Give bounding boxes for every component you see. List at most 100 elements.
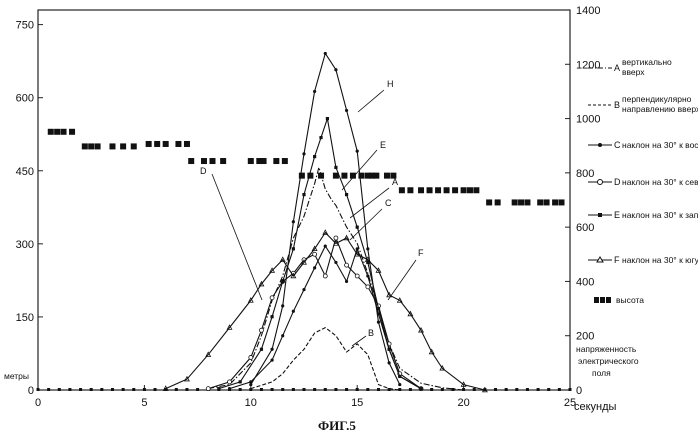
- y-right-axis-label-line3: поля: [592, 368, 611, 378]
- x-tick-label: 10: [245, 397, 257, 409]
- height-point: [82, 143, 88, 149]
- point-E: [239, 380, 242, 383]
- point-D: [355, 274, 359, 278]
- baseline-point: [345, 388, 348, 391]
- legend: AвертикальновверхBперпендикулярнонаправл…: [588, 57, 698, 305]
- y-left-tick-label: 750: [16, 20, 34, 32]
- leader-B: [352, 336, 366, 346]
- baseline-point: [537, 388, 540, 391]
- height-point: [146, 141, 152, 147]
- leader-A: [350, 188, 389, 218]
- legend-key: A: [614, 63, 620, 73]
- point-H: [398, 383, 401, 386]
- point-D: [259, 328, 263, 332]
- baseline-point: [526, 388, 529, 391]
- height-point: [201, 158, 207, 164]
- height-point: [95, 143, 101, 149]
- baseline-point: [122, 388, 125, 391]
- point-H: [388, 361, 391, 364]
- baseline-point: [132, 388, 135, 391]
- baseline-point: [281, 388, 284, 391]
- curve-label-D: D: [200, 166, 207, 176]
- point-H: [270, 348, 273, 351]
- baseline-point: [37, 388, 40, 391]
- line-F: [166, 233, 485, 390]
- series-H: [249, 52, 401, 386]
- point-E: [356, 226, 359, 229]
- height-point: [518, 199, 524, 205]
- baseline-point: [430, 388, 433, 391]
- point-H: [366, 247, 369, 250]
- height-point: [558, 199, 564, 205]
- point-H: [281, 304, 284, 307]
- baseline-point: [547, 388, 550, 391]
- figure-caption: ФИГ.5: [318, 418, 356, 433]
- height-point: [88, 143, 94, 149]
- point-D: [334, 236, 338, 240]
- height-point: [163, 141, 169, 147]
- y-left-tick-label: 450: [16, 166, 34, 178]
- legend-marker: [598, 180, 603, 185]
- height-point: [467, 187, 473, 193]
- point-H: [292, 220, 295, 223]
- y-right-axis-label-line2: электрического: [578, 356, 639, 366]
- y-right-tick-label: 0: [576, 385, 582, 397]
- y-right-tick-label: 1400: [576, 5, 600, 17]
- baseline-point: [260, 388, 263, 391]
- legend-swatch: [594, 297, 599, 303]
- baseline-point: [569, 388, 572, 391]
- baseline-point: [334, 388, 337, 391]
- legend-label: наклон на 30° к югу: [622, 255, 698, 265]
- point-E: [326, 117, 329, 120]
- height-point: [537, 199, 543, 205]
- legend-marker: [598, 143, 602, 147]
- ticks: 0510152025015030045060075002004006008001…: [16, 5, 601, 409]
- legend-key: F: [614, 255, 620, 265]
- point-E: [302, 193, 305, 196]
- point-E: [292, 247, 295, 250]
- point-C: [366, 274, 369, 277]
- height-point: [473, 187, 479, 193]
- point-C: [324, 245, 327, 248]
- height-point: [418, 187, 424, 193]
- height-point: [512, 199, 518, 205]
- baseline-point: [356, 388, 359, 391]
- baseline-point: [79, 388, 82, 391]
- point-H: [249, 383, 252, 386]
- y-right-tick-label: 1000: [576, 114, 600, 126]
- legend-key: B: [614, 100, 620, 110]
- series-F: [163, 230, 487, 392]
- point-E: [377, 307, 380, 310]
- baseline-point: [324, 388, 327, 391]
- y-right-tick-label: 800: [576, 168, 594, 180]
- legend-item: Aвертикальновверх: [588, 57, 672, 77]
- line-A: [208, 167, 463, 390]
- height-point: [209, 158, 215, 164]
- baseline-point: [111, 388, 114, 391]
- point-E: [419, 387, 422, 390]
- height-point: [427, 187, 433, 193]
- baseline-point: [366, 388, 369, 391]
- point-D: [313, 252, 317, 256]
- baseline-point: [377, 388, 380, 391]
- point-D: [249, 355, 253, 359]
- baseline-point: [558, 388, 561, 391]
- height-point: [109, 143, 115, 149]
- baseline-point: [47, 388, 50, 391]
- height-point: [452, 187, 458, 193]
- height-point: [175, 141, 181, 147]
- baseline-point: [313, 388, 316, 391]
- point-E: [398, 375, 401, 378]
- leader-F: [388, 260, 416, 300]
- height-point: [220, 158, 226, 164]
- point-E: [217, 387, 220, 390]
- legend-key: C: [614, 140, 621, 150]
- height-point: [444, 187, 450, 193]
- y-left-tick-label: 0: [28, 385, 34, 397]
- curve-label-E: E: [380, 140, 386, 150]
- height-point: [48, 129, 54, 135]
- point-C: [313, 266, 316, 269]
- legend-item: Fнаклон на 30° к югу: [588, 255, 698, 265]
- baseline-point: [143, 388, 146, 391]
